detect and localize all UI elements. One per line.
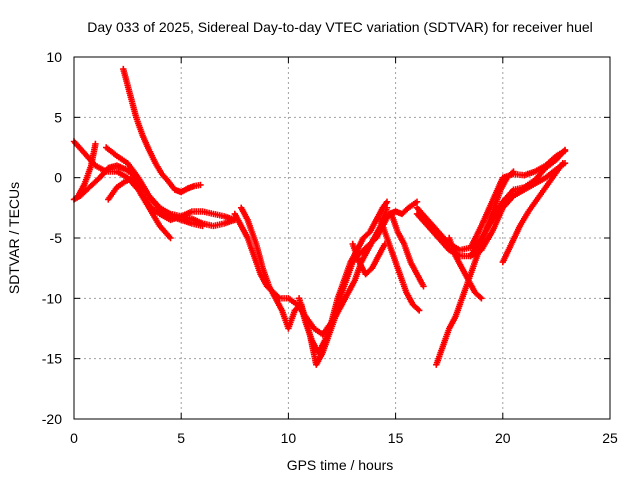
series-track-p — [446, 234, 485, 302]
x-axis-label: GPS time / hours — [287, 457, 394, 473]
y-tick-label: 0 — [54, 170, 62, 186]
plus-markers — [295, 198, 391, 356]
tick-labels: 0 5 10 15 20 25 -20 -15 -10 -5 0 5 10 — [42, 49, 618, 446]
series-track-l — [388, 210, 427, 290]
series-track-k — [377, 216, 423, 314]
data-points — [70, 65, 569, 368]
y-axis-label: SDTVAR / TECUs — [6, 182, 22, 294]
plus-markers — [377, 216, 423, 314]
series-track-f — [105, 174, 238, 224]
x-tick-label: 5 — [177, 430, 185, 446]
series-track-r — [467, 146, 569, 260]
y-tick-label: 5 — [54, 109, 62, 125]
series-track-q — [499, 160, 566, 266]
x-tick-label: 0 — [70, 430, 78, 446]
plus-markers — [349, 240, 389, 278]
y-tick-label: -15 — [42, 351, 62, 367]
y-tick-label: -5 — [50, 230, 63, 246]
series-track-c — [75, 140, 99, 199]
series-track-j — [349, 240, 389, 278]
plus-markers — [105, 174, 238, 224]
chart-title: Day 033 of 2025, Sidereal Day-to-day VTE… — [87, 19, 593, 35]
series-track-e — [120, 65, 204, 196]
plus-markers — [499, 160, 566, 266]
x-tick-label: 20 — [495, 430, 511, 446]
y-tick-label: -10 — [42, 290, 62, 306]
plus-markers — [467, 146, 569, 260]
x-tick-label: 25 — [602, 430, 618, 446]
plus-markers — [120, 65, 204, 196]
series-track-i — [295, 198, 391, 356]
x-tick-label: 10 — [281, 430, 297, 446]
plus-markers — [75, 140, 99, 199]
y-tick-label: -20 — [42, 411, 62, 427]
plus-markers — [446, 234, 485, 302]
plus-markers — [388, 210, 427, 290]
plot-frame — [73, 56, 611, 420]
x-tick-label: 15 — [388, 430, 404, 446]
y-tick-label: 10 — [46, 49, 62, 65]
